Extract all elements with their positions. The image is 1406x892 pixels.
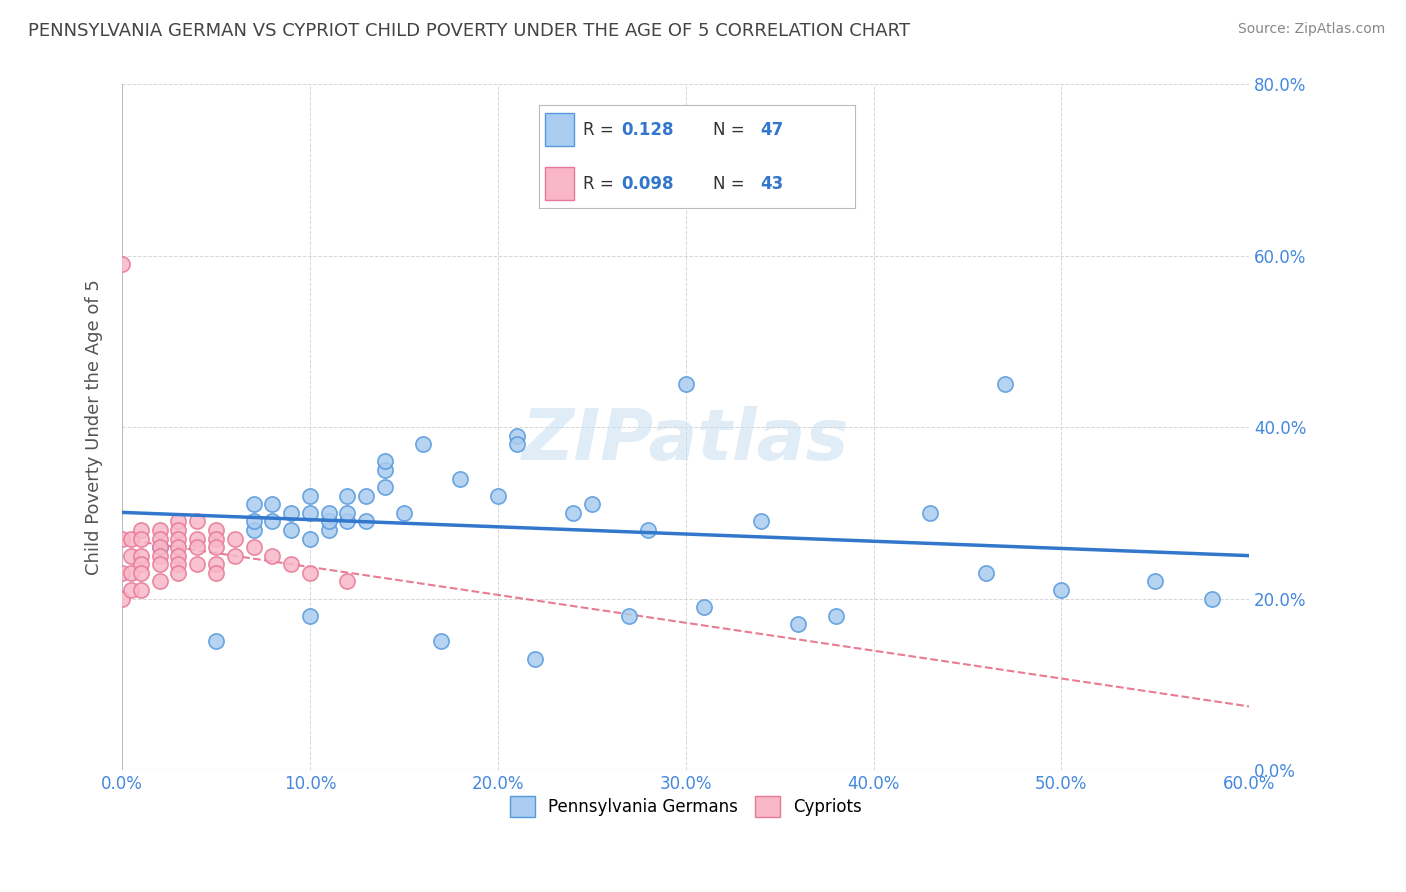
Point: [1050, 582, 1073, 597]
Point: [129, 566, 152, 580]
Point: [167, 566, 190, 580]
Point: [430, 634, 453, 648]
Point: [280, 558, 302, 572]
Point: [318, 506, 340, 520]
Point: [167, 532, 190, 546]
Point: [262, 549, 284, 563]
Point: [675, 377, 697, 392]
Point: [336, 515, 359, 529]
Point: [120, 566, 142, 580]
Point: [561, 506, 583, 520]
Point: [505, 437, 527, 451]
Point: [449, 472, 471, 486]
Point: [186, 558, 208, 572]
Point: [167, 523, 190, 537]
Point: [412, 437, 434, 451]
Point: [186, 540, 208, 554]
Point: [280, 523, 302, 537]
Point: [298, 532, 321, 546]
Point: [149, 540, 172, 554]
Point: [298, 566, 321, 580]
Point: [242, 515, 264, 529]
Point: [111, 591, 134, 606]
Point: [974, 566, 997, 580]
Point: [1144, 574, 1167, 589]
Point: [149, 540, 172, 554]
Point: [356, 515, 378, 529]
Point: [120, 549, 142, 563]
Point: [224, 532, 246, 546]
Point: [205, 532, 228, 546]
Point: [619, 608, 641, 623]
Point: [167, 558, 190, 572]
Point: [205, 523, 228, 537]
Point: [787, 617, 810, 632]
Point: [167, 515, 190, 529]
Point: [392, 506, 415, 520]
Point: [129, 532, 152, 546]
Point: [374, 463, 396, 477]
Point: [524, 651, 547, 665]
Text: Source: ZipAtlas.com: Source: ZipAtlas.com: [1237, 22, 1385, 37]
Point: [149, 549, 172, 563]
Point: [129, 523, 152, 537]
Point: [242, 497, 264, 511]
Point: [242, 523, 264, 537]
Point: [1201, 591, 1223, 606]
Y-axis label: Child Poverty Under the Age of 5: Child Poverty Under the Age of 5: [86, 279, 103, 575]
Point: [298, 506, 321, 520]
Legend: Pennsylvania Germans, Cypriots: Pennsylvania Germans, Cypriots: [503, 789, 869, 823]
Point: [205, 558, 228, 572]
Point: [505, 429, 527, 443]
Point: [205, 566, 228, 580]
Point: [149, 523, 172, 537]
Point: [298, 608, 321, 623]
Point: [111, 566, 134, 580]
Point: [149, 532, 172, 546]
Point: [336, 506, 359, 520]
Point: [186, 532, 208, 546]
Point: [120, 532, 142, 546]
Point: [262, 515, 284, 529]
Point: [749, 515, 772, 529]
Point: [336, 489, 359, 503]
Point: [693, 600, 716, 615]
Point: [918, 506, 941, 520]
Point: [224, 549, 246, 563]
Point: [120, 582, 142, 597]
Point: [149, 574, 172, 589]
Point: [318, 523, 340, 537]
Point: [111, 257, 134, 271]
Point: [149, 558, 172, 572]
Point: [186, 515, 208, 529]
Point: [242, 540, 264, 554]
Point: [637, 523, 659, 537]
Point: [486, 489, 509, 503]
Point: [111, 532, 134, 546]
Point: [298, 489, 321, 503]
Point: [129, 582, 152, 597]
Point: [994, 377, 1017, 392]
Point: [129, 549, 152, 563]
Point: [167, 540, 190, 554]
Point: [374, 454, 396, 468]
Text: PENNSYLVANIA GERMAN VS CYPRIOT CHILD POVERTY UNDER THE AGE OF 5 CORRELATION CHAR: PENNSYLVANIA GERMAN VS CYPRIOT CHILD POV…: [28, 22, 910, 40]
Text: ZIPatlas: ZIPatlas: [522, 407, 849, 475]
Point: [205, 540, 228, 554]
Point: [825, 608, 848, 623]
Point: [318, 515, 340, 529]
Point: [205, 634, 228, 648]
Point: [581, 497, 603, 511]
Point: [167, 549, 190, 563]
Point: [280, 506, 302, 520]
Point: [356, 489, 378, 503]
Point: [129, 558, 152, 572]
Point: [336, 574, 359, 589]
Point: [262, 497, 284, 511]
Point: [374, 480, 396, 494]
